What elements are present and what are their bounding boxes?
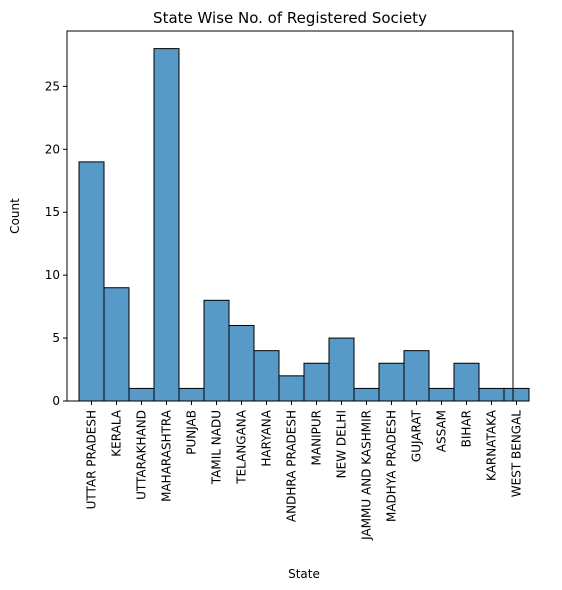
bar-uttar-pradesh — [78, 161, 105, 402]
y-axis: 0 5 10 15 20 25 — [45, 79, 67, 408]
x-tick-label: BIHAR — [460, 410, 474, 447]
x-tick-label: UTTARAKHAND — [135, 410, 149, 500]
bar-uttarakhand — [128, 387, 155, 402]
x-tick-label: UTTAR PRADESH — [85, 410, 99, 509]
y-tick-label: 5 — [52, 331, 60, 345]
bar-gujarat — [403, 350, 430, 402]
bar-jammu-and-kashmir — [353, 387, 380, 402]
bar-new-delhi — [328, 337, 355, 402]
x-tick-label: GUJARAT — [410, 409, 424, 462]
bar-assam — [428, 387, 455, 402]
bar-madhya-pradesh — [378, 362, 405, 402]
bar-manipur — [303, 362, 330, 402]
x-tick-label: MANIPUR — [310, 410, 324, 465]
bars — [78, 48, 530, 402]
x-tick-label: HARYANA — [260, 409, 274, 466]
bar-tamil-nadu — [203, 299, 230, 402]
bar-west-bengal — [503, 387, 530, 402]
bar-karnataka — [478, 387, 505, 402]
x-tick-label: JAMMU AND KASHMIR — [360, 410, 374, 541]
x-axis: UTTAR PRADESH KERALA UTTARAKHAND MAHARASHTR… — [85, 401, 524, 541]
y-tick-label: 0 — [52, 394, 60, 408]
bar-andhra-pradesh — [278, 375, 305, 402]
x-tick-label: MAHARASHTRA — [160, 409, 174, 502]
bar-kerala — [103, 287, 130, 402]
x-tick-label: TELANGANA — [235, 409, 249, 485]
y-tick-label: 20 — [45, 142, 60, 156]
x-tick-label: TAMIL NADU — [210, 410, 224, 485]
bar-maharashtra — [153, 48, 180, 402]
bar-punjab — [178, 387, 205, 402]
x-tick-label: WEST BENGAL — [510, 410, 524, 498]
x-tick-label: KERALA — [110, 409, 124, 456]
x-axis-label: State — [288, 567, 320, 581]
x-tick-label: ASSAM — [435, 410, 449, 452]
bar-bihar — [453, 362, 480, 402]
plot-frame — [66, 30, 514, 402]
bar-haryana — [253, 350, 280, 402]
y-tick-label: 25 — [45, 79, 60, 93]
x-tick-label: ANDHRA PRADESH — [285, 410, 299, 522]
x-tick-label: MADHYA PRADESH — [385, 410, 399, 522]
y-tick-label: 15 — [45, 205, 60, 219]
x-tick-label: PUNJAB — [185, 410, 199, 455]
bar-telangana — [228, 324, 255, 402]
x-tick-label: NEW DELHI — [335, 410, 349, 478]
chart-title: State Wise No. of Registered Society — [153, 9, 427, 27]
x-tick-label: KARNATAKA — [485, 409, 499, 481]
y-tick-label: 10 — [45, 268, 60, 282]
y-axis-label: Count — [8, 198, 22, 234]
